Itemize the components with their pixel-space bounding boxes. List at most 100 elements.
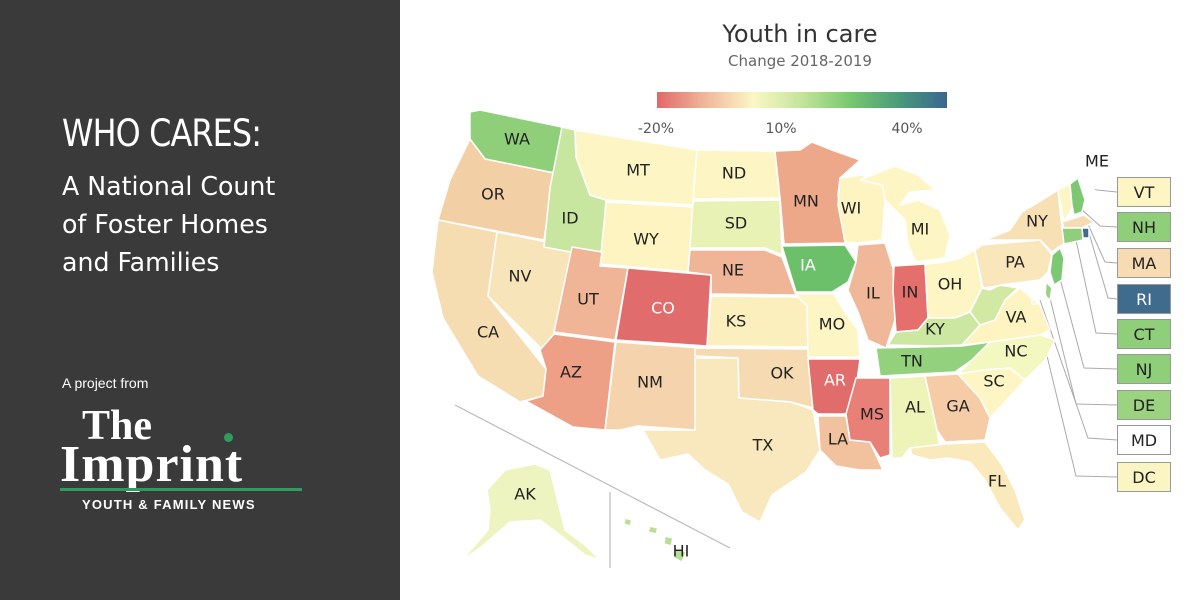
- callout-MD[interactable]: MD: [1117, 425, 1171, 455]
- state-label: PA: [1005, 253, 1025, 272]
- state-DC[interactable]: [1031, 299, 1037, 305]
- logo-tagline: YOUTH & FAMILY NEWS: [82, 497, 256, 512]
- state-label: NM: [637, 373, 663, 392]
- state-label: IA: [800, 256, 816, 275]
- logo-word-imprint: Imprint: [60, 436, 244, 493]
- subhead-line: of Foster Homes: [62, 210, 268, 240]
- headline: WHO CARES:: [62, 112, 262, 155]
- state-OH[interactable]: OH: [924, 249, 983, 319]
- state-label: AZ: [560, 363, 582, 382]
- scale-label-high: 40%: [891, 121, 923, 137]
- inset-divider: [454, 404, 731, 549]
- state-shape: [1049, 247, 1065, 286]
- state-MS[interactable]: MS: [845, 377, 891, 459]
- callout-VT[interactable]: VT: [1117, 177, 1171, 207]
- state-KS[interactable]: KS: [706, 295, 809, 348]
- state-shape: [461, 463, 601, 561]
- state-shape: [1077, 131, 1123, 201]
- callout-DC[interactable]: DC: [1117, 462, 1171, 492]
- state-NM[interactable]: NM: [604, 341, 701, 431]
- state-shape: [1069, 177, 1086, 216]
- state-IL[interactable]: IL: [847, 242, 896, 349]
- state-MA[interactable]: [1061, 214, 1095, 229]
- logo-dot: [224, 433, 233, 442]
- state-shape: [623, 517, 687, 563]
- state-label: FL: [988, 472, 1006, 491]
- state-AZ[interactable]: AZ: [525, 333, 616, 431]
- state-label: MT: [626, 161, 650, 180]
- callout-CT[interactable]: CT: [1117, 319, 1171, 349]
- state-WI[interactable]: WI: [837, 174, 886, 244]
- state-SC[interactable]: SC: [957, 367, 1026, 419]
- state-TX[interactable]: TX: [642, 357, 821, 523]
- state-DE[interactable]: [1044, 281, 1053, 301]
- state-CT[interactable]: [1061, 227, 1084, 245]
- state-label: AK: [514, 485, 536, 504]
- callout-leaders: [1033, 182, 1118, 478]
- state-label: SC: [983, 372, 1004, 391]
- callout-NJ[interactable]: NJ: [1117, 354, 1171, 384]
- state-shape: [687, 249, 797, 296]
- state-AK[interactable]: AK: [461, 463, 601, 561]
- left-panel: WHO CARES: A National Count of Foster Ho…: [0, 0, 400, 600]
- state-shape: [859, 165, 951, 263]
- state-label: OK: [770, 364, 794, 383]
- state-MT[interactable]: MT: [574, 129, 698, 206]
- state-LA[interactable]: LA: [817, 415, 884, 471]
- state-label: MS: [860, 405, 884, 424]
- callout-NH[interactable]: NH: [1117, 212, 1171, 242]
- imprint-logo[interactable]: The Imprint YOUTH & FAMILY NEWS: [60, 405, 304, 520]
- state-label: ME: [1085, 152, 1109, 171]
- state-NH[interactable]: [1069, 177, 1086, 216]
- state-MN[interactable]: MN: [774, 141, 861, 245]
- state-CO[interactable]: CO: [615, 267, 712, 347]
- state-label: UT: [577, 290, 599, 309]
- state-label: CA: [477, 323, 499, 342]
- state-KY[interactable]: KY: [887, 311, 981, 347]
- state-shape: [1044, 281, 1053, 301]
- state-AR[interactable]: AR: [807, 358, 861, 415]
- state-WY[interactable]: WY: [599, 201, 694, 273]
- state-label: MI: [911, 220, 930, 239]
- state-ME[interactable]: ME: [1077, 131, 1123, 201]
- state-label: IN: [902, 283, 919, 302]
- map-title: Youth in care: [722, 20, 878, 48]
- state-ND[interactable]: ND: [692, 149, 781, 200]
- state-TN[interactable]: TN: [875, 341, 991, 377]
- state-label: WI: [841, 199, 862, 218]
- callout-RI[interactable]: RI: [1117, 284, 1171, 314]
- state-MD[interactable]: [999, 279, 1047, 301]
- state-HI[interactable]: HI: [623, 517, 689, 563]
- state-shape: [689, 199, 783, 256]
- state-shape: [781, 244, 857, 293]
- state-shape: [974, 239, 1053, 289]
- state-shape: [706, 295, 809, 348]
- state-VA[interactable]: VA: [961, 287, 1051, 346]
- state-label: ND: [722, 164, 746, 183]
- state-MO[interactable]: MO: [795, 293, 861, 358]
- state-shape: [1031, 299, 1037, 305]
- state-IA[interactable]: IA: [781, 244, 857, 293]
- state-label: NC: [1004, 342, 1027, 361]
- state-shape: [1061, 214, 1095, 229]
- state-label: VA: [1006, 308, 1027, 327]
- state-IN[interactable]: IN: [892, 263, 929, 333]
- callout-DE[interactable]: DE: [1117, 390, 1171, 420]
- state-NE[interactable]: NE: [687, 249, 797, 296]
- state-SD[interactable]: SD: [689, 199, 783, 256]
- color-scale-bar: [657, 92, 947, 108]
- state-label: GA: [946, 397, 969, 416]
- state-PA[interactable]: PA: [974, 239, 1053, 289]
- scale-label-low: -20%: [637, 121, 675, 137]
- state-label: NV: [509, 267, 532, 286]
- state-GA[interactable]: GA: [924, 373, 991, 443]
- state-MI[interactable]: MI: [859, 165, 951, 263]
- state-label: LA: [828, 430, 848, 449]
- state-NJ[interactable]: [1049, 247, 1065, 286]
- state-label: KY: [925, 320, 945, 339]
- state-FL[interactable]: FL: [909, 441, 1026, 531]
- state-label: WA: [504, 130, 530, 149]
- callout-MA[interactable]: MA: [1117, 248, 1171, 278]
- state-label: AR: [824, 371, 846, 390]
- state-shape: [847, 242, 896, 349]
